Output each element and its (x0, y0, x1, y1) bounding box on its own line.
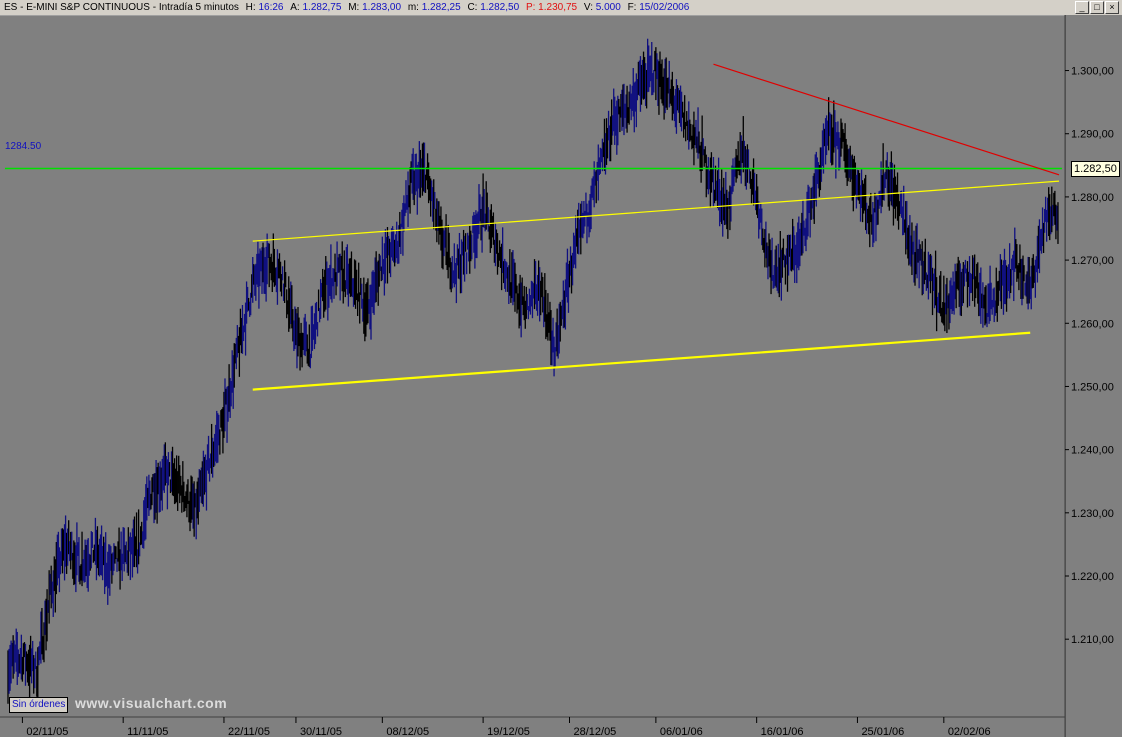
c-label: C: (467, 2, 478, 13)
y-tick-label: 1.210,00 (1071, 634, 1114, 646)
drawn-lines-layer (5, 63, 1062, 391)
h-label: H: (245, 2, 256, 13)
f-value: 15/02/2006 (639, 2, 690, 13)
min-label: m: (407, 2, 419, 13)
price-axis (1065, 15, 1122, 737)
x-tick-label: 22/11/05 (228, 726, 270, 737)
f-label: F: (627, 2, 637, 13)
x-tick-label: 19/12/05 (487, 726, 530, 737)
c-value: 1.282,50 (480, 2, 520, 13)
y-tick-label: 1.300,00 (1071, 66, 1114, 78)
symbol-name: E-MINI S&P CONTINUOUS (26, 2, 150, 13)
p-value: 1.230,75 (538, 2, 578, 13)
axis-labels-layer: 1.210,00 1.220,00 1.230,00 1.240,00 1.250,00… (26, 66, 1113, 737)
y-tick-label: 1.220,00 (1071, 571, 1114, 583)
y-tick-label: 1.270,00 (1071, 255, 1114, 267)
a-label: A: (290, 2, 300, 13)
m-label: M: (348, 2, 360, 13)
resistance-trend-line (713, 63, 1060, 176)
x-tick-label: 08/12/05 (386, 726, 429, 737)
reference-line-label: 1284.50 (5, 141, 42, 152)
name-separator: - (152, 2, 159, 13)
last-price-marker: 1.282,50 (1071, 161, 1120, 177)
y-tick-label: 1.290,00 (1071, 129, 1114, 141)
minimize-button[interactable]: _ (1075, 1, 1089, 14)
interval-label: Intradía 5 minutos (158, 2, 239, 13)
symbol-separator: - (20, 2, 27, 13)
y-tick-label: 1.240,00 (1071, 445, 1114, 457)
symbol-code: ES (4, 2, 18, 13)
p-label: P: (525, 2, 536, 13)
watermark-text: www.visualchart.com (75, 695, 228, 711)
channel-upper-line (252, 180, 1060, 242)
min-value: 1.282,25 (421, 2, 461, 13)
channel-lower-line (252, 331, 1031, 391)
maximize-button[interactable]: □ (1090, 1, 1104, 14)
axis-ticks-layer (0, 15, 1069, 737)
x-tick-label: 06/01/06 (660, 726, 703, 737)
y-tick-label: 1.260,00 (1071, 318, 1114, 330)
y-tick-label: 1.280,00 (1071, 192, 1114, 204)
price-bars-layer (7, 38, 1059, 704)
y-tick-label: 1.250,00 (1071, 381, 1114, 393)
a-value: 1.282,75 (302, 2, 342, 13)
x-tick-label: 30/11/05 (300, 726, 342, 737)
chart-title-bar: ES - E-MINI S&P CONTINUOUS - Intradía 5 … (0, 0, 1122, 16)
x-tick-label: 02/11/05 (26, 726, 68, 737)
y-tick-label: 1.230,00 (1071, 508, 1114, 520)
x-tick-label: 25/01/06 (861, 726, 904, 737)
orders-status-button[interactable]: Sin órdenes (9, 697, 69, 713)
x-tick-label: 28/12/05 (573, 726, 616, 737)
m-value: 1.283,00 (362, 2, 402, 13)
price-chart[interactable]: 1.210,00 1.220,00 1.230,00 1.240,00 1.250,00… (0, 15, 1122, 737)
h-value: 16:26 (258, 2, 284, 13)
window-controls: _ □ × (1075, 1, 1119, 14)
x-tick-label: 16/01/06 (761, 726, 804, 737)
close-button[interactable]: × (1105, 1, 1119, 14)
x-tick-label: 11/11/05 (127, 726, 168, 737)
v-label: V: (583, 2, 593, 13)
v-value: 5.000 (595, 2, 621, 13)
x-tick-label: 02/02/06 (948, 726, 991, 737)
